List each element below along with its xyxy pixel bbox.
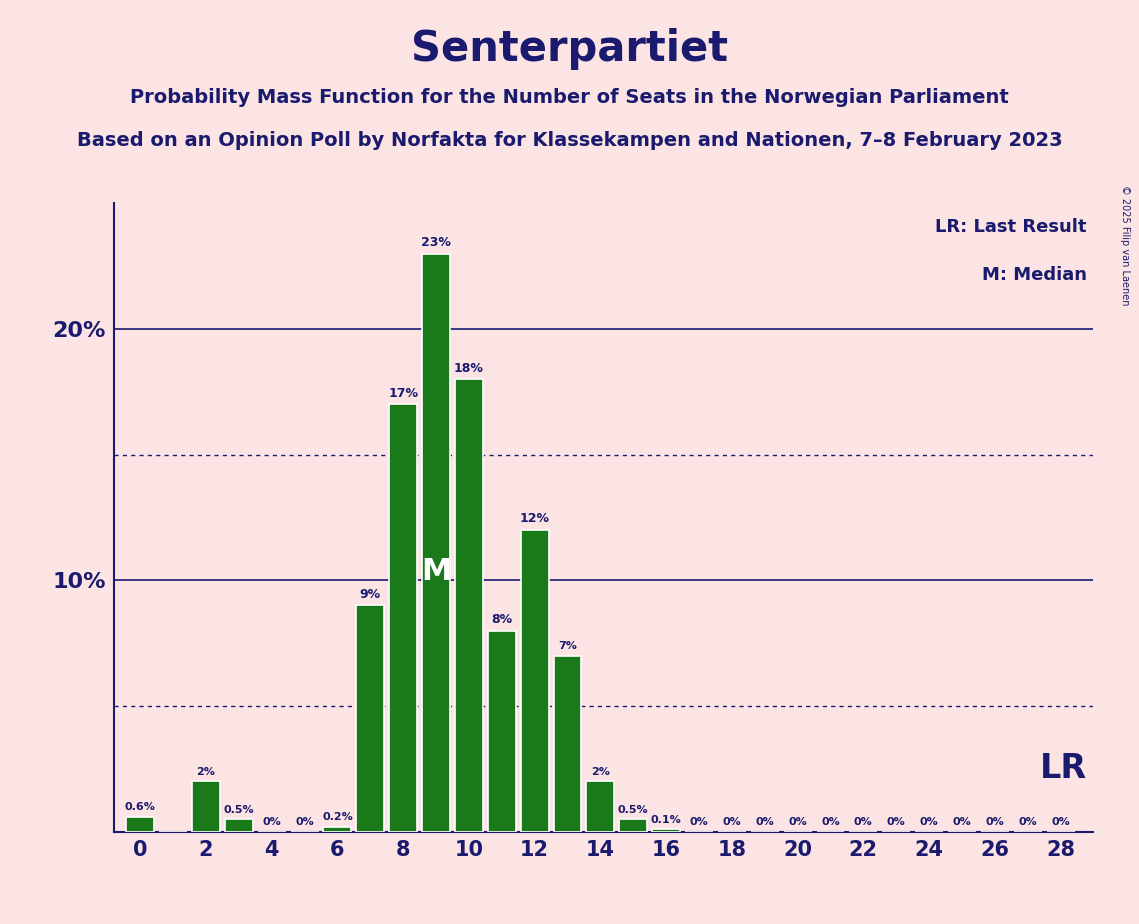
Text: 0%: 0% bbox=[1051, 817, 1070, 827]
Text: LR: LR bbox=[1040, 752, 1087, 785]
Text: 0.6%: 0.6% bbox=[125, 802, 156, 812]
Text: 8%: 8% bbox=[491, 613, 513, 626]
Text: 9%: 9% bbox=[360, 588, 380, 601]
Text: 0%: 0% bbox=[755, 817, 775, 827]
Text: 0.5%: 0.5% bbox=[223, 805, 254, 815]
Text: 0.5%: 0.5% bbox=[618, 805, 648, 815]
Bar bbox=[620, 819, 647, 832]
Text: 0%: 0% bbox=[262, 817, 281, 827]
Text: M: Median: M: Median bbox=[982, 266, 1087, 284]
Text: M: M bbox=[420, 557, 451, 586]
Text: 18%: 18% bbox=[454, 361, 484, 375]
Bar bbox=[454, 379, 483, 832]
Bar bbox=[323, 827, 352, 832]
Bar bbox=[224, 819, 253, 832]
Bar bbox=[192, 782, 220, 832]
Text: 0%: 0% bbox=[689, 817, 708, 827]
Text: 0%: 0% bbox=[722, 817, 741, 827]
Bar bbox=[423, 253, 450, 832]
Text: 0%: 0% bbox=[919, 817, 939, 827]
Text: 17%: 17% bbox=[388, 387, 418, 400]
Text: 2%: 2% bbox=[197, 767, 215, 777]
Text: Senterpartiet: Senterpartiet bbox=[411, 28, 728, 69]
Bar bbox=[126, 817, 154, 832]
Bar bbox=[653, 829, 680, 832]
Text: 23%: 23% bbox=[421, 236, 451, 249]
Text: 0%: 0% bbox=[854, 817, 872, 827]
Bar bbox=[357, 605, 384, 832]
Text: 0%: 0% bbox=[887, 817, 906, 827]
Text: 7%: 7% bbox=[558, 641, 577, 651]
Text: Probability Mass Function for the Number of Seats in the Norwegian Parliament: Probability Mass Function for the Number… bbox=[130, 88, 1009, 107]
Text: 2%: 2% bbox=[591, 767, 609, 777]
Bar bbox=[554, 656, 582, 832]
Text: Based on an Opinion Poll by Norfakta for Klassekampen and Nationen, 7–8 February: Based on an Opinion Poll by Norfakta for… bbox=[76, 131, 1063, 151]
Bar bbox=[587, 782, 614, 832]
Text: 0%: 0% bbox=[985, 817, 1005, 827]
Text: 12%: 12% bbox=[519, 513, 550, 526]
Text: 0%: 0% bbox=[788, 817, 806, 827]
Bar bbox=[390, 405, 417, 832]
Text: 0%: 0% bbox=[952, 817, 972, 827]
Text: 0%: 0% bbox=[821, 817, 839, 827]
Text: LR: Last Result: LR: Last Result bbox=[935, 218, 1087, 237]
Text: 0%: 0% bbox=[1018, 817, 1038, 827]
Text: 0%: 0% bbox=[295, 817, 314, 827]
Text: 0.2%: 0.2% bbox=[322, 812, 353, 822]
Text: © 2025 Filip van Laenen: © 2025 Filip van Laenen bbox=[1121, 185, 1130, 305]
Bar bbox=[521, 530, 549, 832]
Text: 0.1%: 0.1% bbox=[650, 815, 681, 824]
Bar bbox=[487, 630, 516, 832]
